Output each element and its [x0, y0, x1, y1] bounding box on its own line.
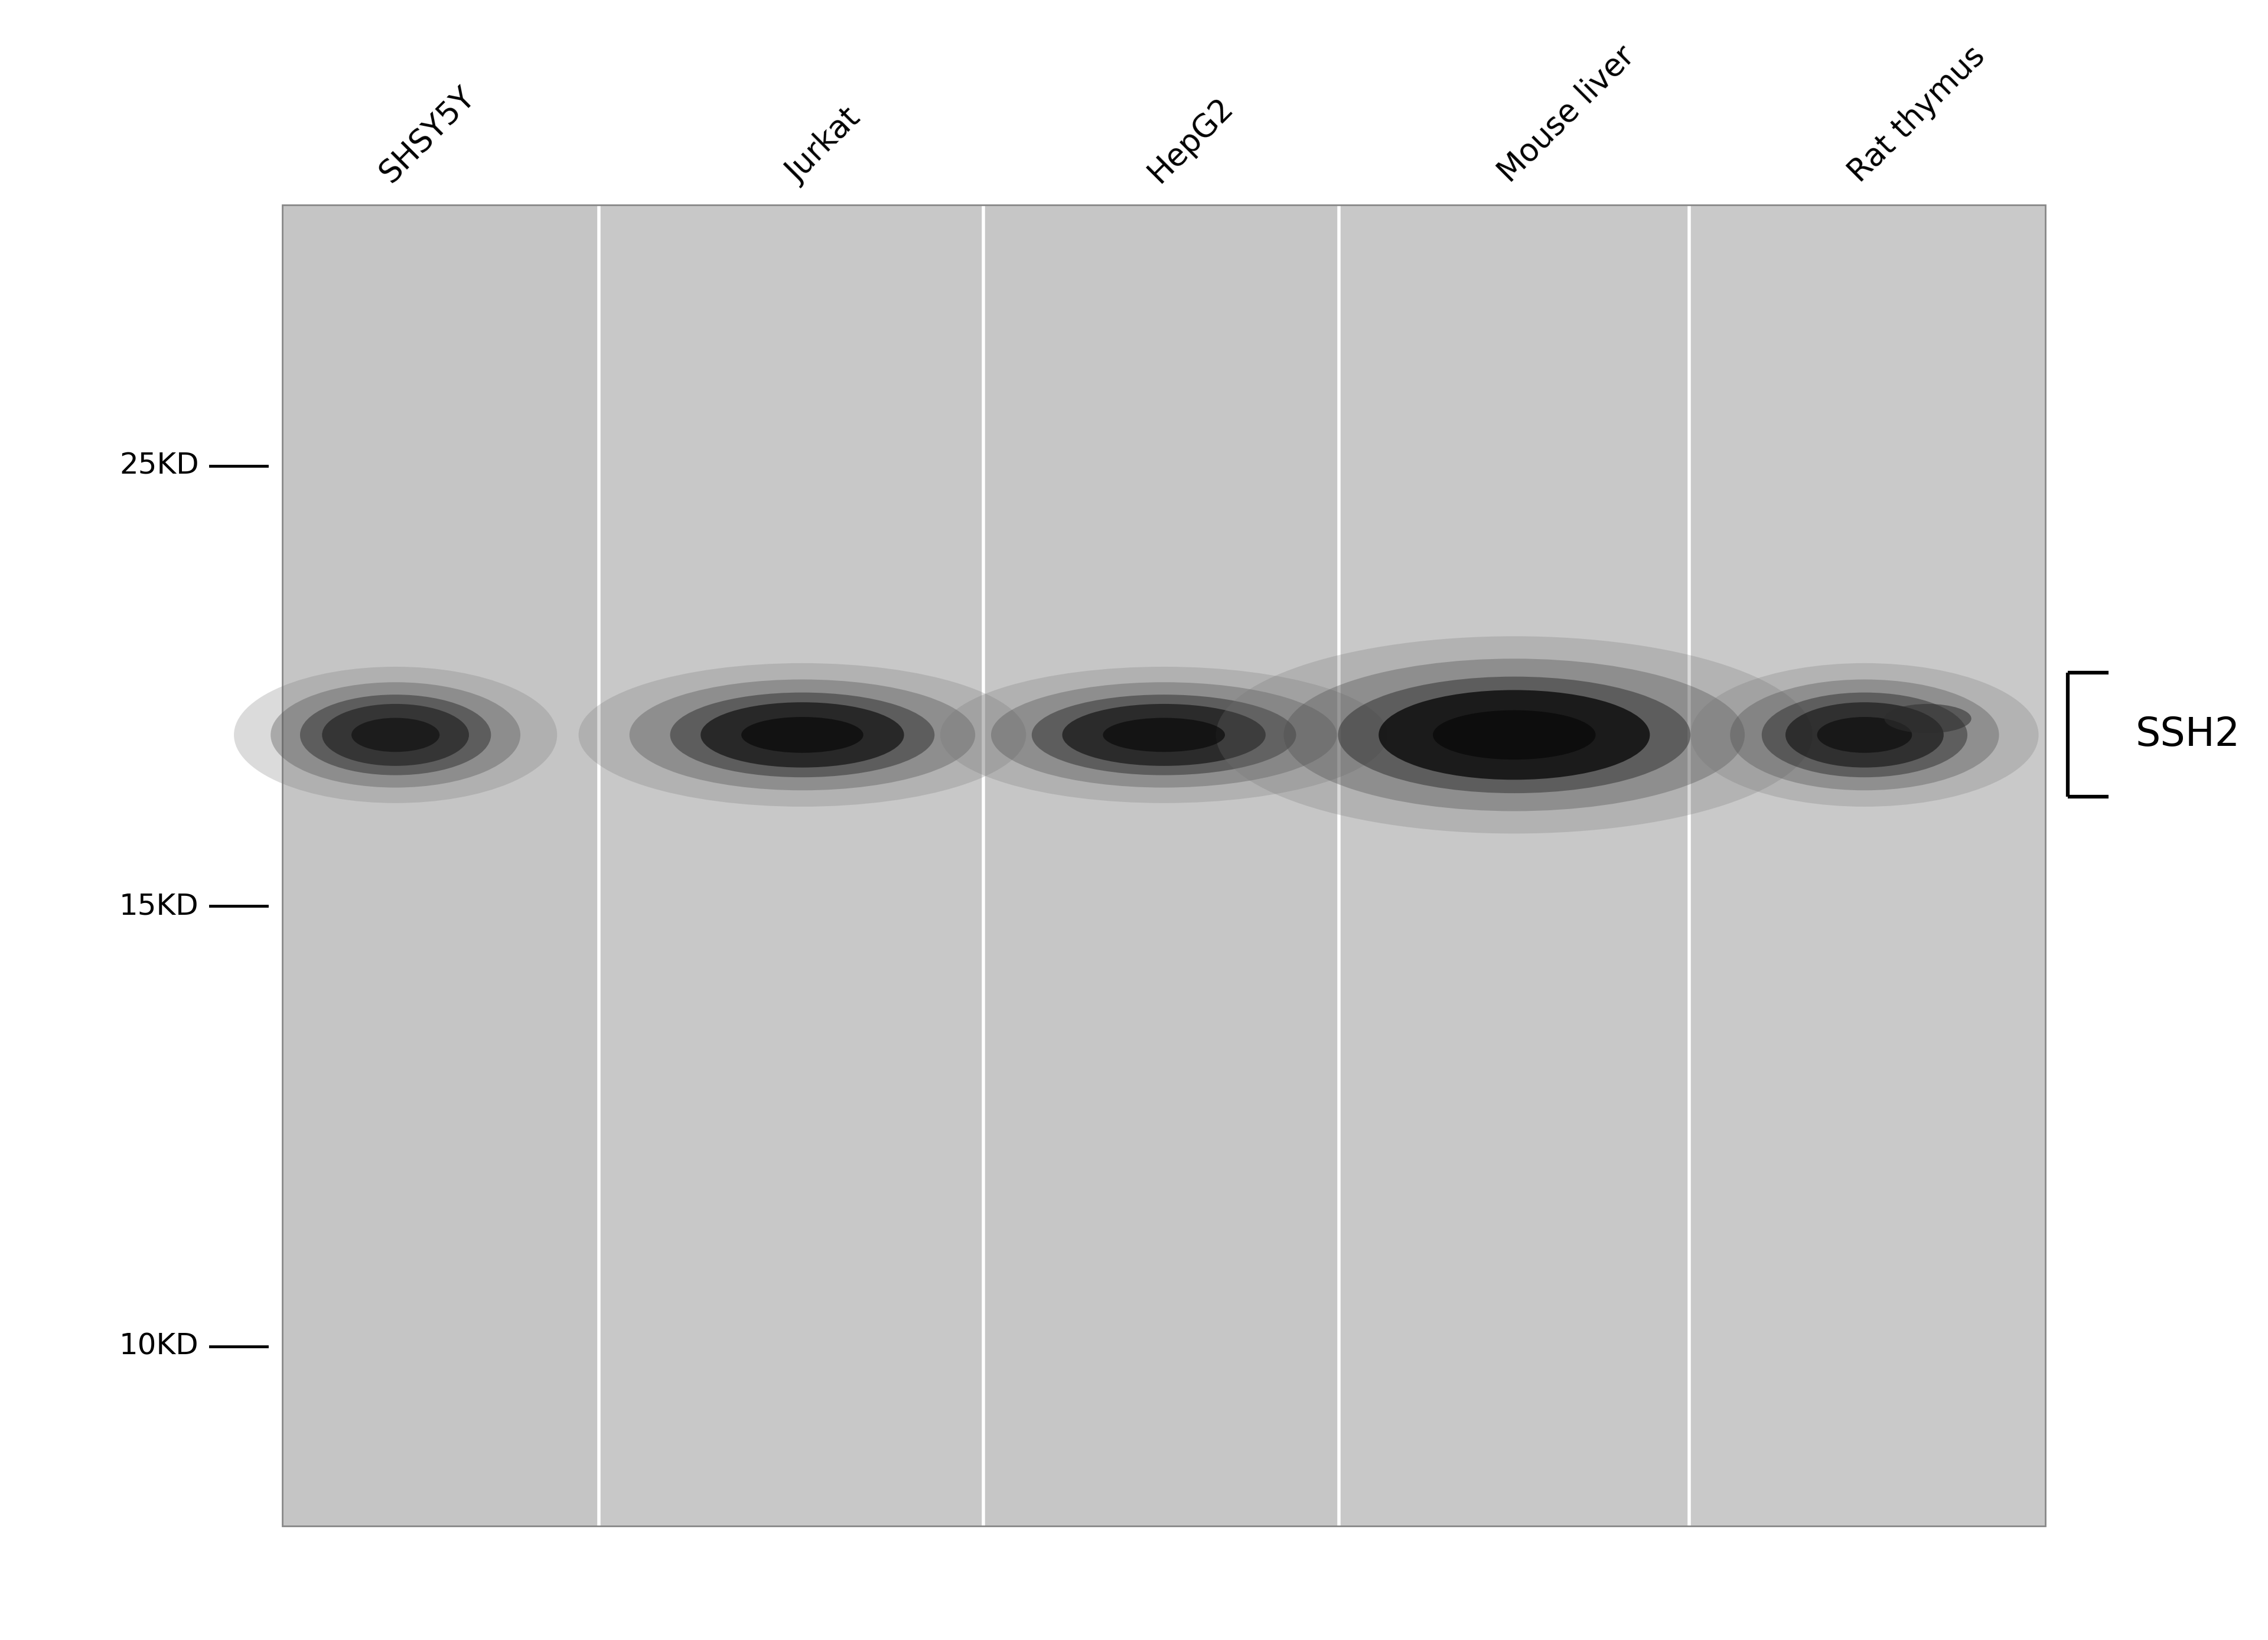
Ellipse shape [1762, 692, 1966, 777]
Bar [982, 205, 1338, 1525]
Ellipse shape [1216, 636, 1812, 833]
Ellipse shape [578, 663, 1025, 807]
Ellipse shape [234, 667, 558, 804]
Ellipse shape [1817, 717, 1912, 753]
Ellipse shape [1338, 677, 1690, 794]
Ellipse shape [1032, 695, 1295, 776]
Ellipse shape [322, 704, 469, 766]
Ellipse shape [1061, 704, 1266, 766]
Ellipse shape [352, 718, 440, 751]
Text: 15KD: 15KD [120, 892, 200, 920]
Text: 10KD: 10KD [120, 1332, 200, 1361]
Ellipse shape [1690, 663, 2039, 807]
Ellipse shape [991, 682, 1336, 787]
Ellipse shape [299, 695, 490, 776]
Ellipse shape [1284, 659, 1744, 812]
Ellipse shape [1785, 702, 1944, 768]
Text: HepG2: HepG2 [1143, 92, 1238, 189]
Ellipse shape [742, 717, 864, 753]
Ellipse shape [1885, 704, 1971, 733]
Ellipse shape [1379, 690, 1649, 779]
Text: Mouse liver: Mouse liver [1492, 41, 1640, 189]
Ellipse shape [941, 667, 1388, 804]
Text: SSH2: SSH2 [2136, 715, 2241, 754]
Ellipse shape [1102, 718, 1225, 751]
Bar [599, 205, 982, 1525]
Ellipse shape [1433, 710, 1597, 759]
Ellipse shape [631, 679, 975, 790]
Text: SHSY5Y: SHSY5Y [374, 82, 481, 189]
Ellipse shape [1730, 679, 1998, 790]
Bar [1690, 205, 2046, 1525]
Bar [284, 205, 2046, 1525]
Ellipse shape [669, 692, 934, 777]
Text: Jurkat: Jurkat [780, 103, 866, 189]
Bar [1338, 205, 1690, 1525]
Ellipse shape [701, 702, 905, 768]
Text: 25KD: 25KD [120, 451, 200, 481]
Bar [284, 205, 599, 1525]
Text: Rat thymus: Rat thymus [1844, 41, 1991, 189]
Ellipse shape [270, 682, 519, 787]
